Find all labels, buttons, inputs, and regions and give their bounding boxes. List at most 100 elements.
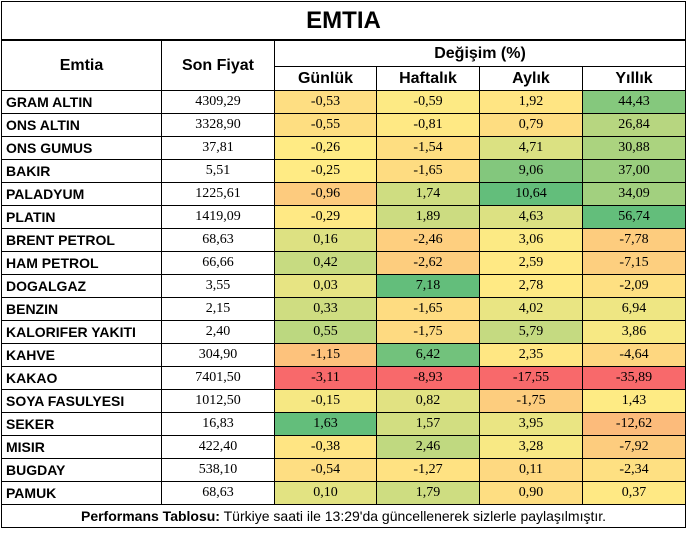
- monthly-change-cell: 0,11: [479, 458, 583, 482]
- last-price-cell: 5,51: [161, 159, 275, 183]
- footer-label: Performans Tablosu:: [80, 508, 220, 524]
- commodity-name: PLATIN: [1, 205, 162, 229]
- monthly-change-cell: 2,78: [479, 274, 583, 298]
- yearly-change-cell: -4,64: [581, 343, 687, 367]
- weekly-change-cell: 2,46: [376, 435, 480, 459]
- yearly-change-cell: -7,15: [581, 251, 687, 275]
- commodity-name: KAKAO: [1, 366, 162, 390]
- weekly-change-cell: 7,18: [376, 274, 480, 298]
- table-row: BUGDAY 538,10 -0,54 -1,27 0,11 -2,34: [1, 458, 687, 482]
- last-price-cell: 7401,50: [161, 366, 275, 390]
- table-row: GRAM ALTIN 4309,29 -0,53 -0,59 1,92 44,43: [1, 90, 687, 114]
- table-body: GRAM ALTIN 4309,29 -0,53 -0,59 1,92 44,43 ONS …: [1, 90, 687, 505]
- daily-change-cell: -0,25: [274, 159, 377, 183]
- last-price-cell: 68,63: [161, 481, 275, 505]
- commodity-name: SEKER: [1, 412, 162, 436]
- header-last-price: Son Fiyat: [161, 39, 275, 91]
- daily-change-cell: 0,03: [274, 274, 377, 298]
- weekly-change-cell: -8,93: [376, 366, 480, 390]
- yearly-change-cell: -7,92: [581, 435, 687, 459]
- monthly-change-cell: 3,28: [479, 435, 583, 459]
- table-row: PALADYUM 1225,61 -0,96 1,74 10,64 34,09: [1, 182, 687, 206]
- table-row: ONS ALTIN 3328,90 -0,55 -0,81 0,79 26,84: [1, 113, 687, 137]
- last-price-cell: 1419,09: [161, 205, 275, 229]
- daily-change-cell: 0,33: [274, 297, 377, 321]
- weekly-change-cell: -2,62: [376, 251, 480, 275]
- yearly-change-cell: 3,86: [581, 320, 687, 344]
- table-row: SOYA FASULYESI 1012,50 -0,15 0,82 -1,75 1,43: [1, 389, 687, 413]
- monthly-change-cell: -17,55: [479, 366, 583, 390]
- yearly-change-cell: 56,74: [581, 205, 687, 229]
- yearly-change-cell: -7,78: [581, 228, 687, 252]
- table-row: MISIR 422,40 -0,38 2,46 3,28 -7,92: [1, 435, 687, 459]
- monthly-change-cell: 2,59: [479, 251, 583, 275]
- header-yearly: Yıllık: [581, 66, 687, 91]
- last-price-cell: 538,10: [161, 458, 275, 482]
- table-row: BENZIN 2,15 0,33 -1,65 4,02 6,94: [1, 297, 687, 321]
- daily-change-cell: 0,10: [274, 481, 377, 505]
- last-price-cell: 2,40: [161, 320, 275, 344]
- yearly-change-cell: -2,34: [581, 458, 687, 482]
- last-price-cell: 3,55: [161, 274, 275, 298]
- table-row: SEKER 16,83 1,63 1,57 3,95 -12,62: [1, 412, 687, 436]
- weekly-change-cell: -0,81: [376, 113, 480, 137]
- monthly-change-cell: 9,06: [479, 159, 583, 183]
- yearly-change-cell: 44,43: [581, 90, 687, 114]
- table-row: BAKIR 5,51 -0,25 -1,65 9,06 37,00: [1, 159, 687, 183]
- last-price-cell: 304,90: [161, 343, 275, 367]
- yearly-change-cell: 0,37: [581, 481, 687, 505]
- header-change: Değişim (%): [273, 39, 687, 67]
- header-daily: Günlük: [274, 66, 377, 91]
- yearly-change-cell: -2,09: [581, 274, 687, 298]
- table-row: PAMUK 68,63 0,10 1,79 0,90 0,37: [1, 481, 687, 505]
- weekly-change-cell: -1,65: [376, 159, 480, 183]
- monthly-change-cell: 0,90: [479, 481, 583, 505]
- last-price-cell: 422,40: [161, 435, 275, 459]
- daily-change-cell: -0,15: [274, 389, 377, 413]
- yearly-change-cell: 37,00: [581, 159, 687, 183]
- weekly-change-cell: 6,42: [376, 343, 480, 367]
- weekly-change-cell: -1,75: [376, 320, 480, 344]
- daily-change-cell: -0,26: [274, 136, 377, 160]
- monthly-change-cell: 4,02: [479, 297, 583, 321]
- last-price-cell: 2,15: [161, 297, 275, 321]
- yearly-change-cell: 34,09: [581, 182, 687, 206]
- monthly-change-cell: 1,92: [479, 90, 583, 114]
- commodity-name: ONS GUMUS: [1, 136, 162, 160]
- daily-change-cell: -1,15: [274, 343, 377, 367]
- table-row: BRENT PETROL 68,63 0,16 -2,46 3,06 -7,78: [1, 228, 687, 252]
- last-price-cell: 4309,29: [161, 90, 275, 114]
- last-price-cell: 37,81: [161, 136, 275, 160]
- daily-change-cell: 0,55: [274, 320, 377, 344]
- weekly-change-cell: 1,79: [376, 481, 480, 505]
- daily-change-cell: 0,16: [274, 228, 377, 252]
- table-row: HAM PETROL 66,66 0,42 -2,62 2,59 -7,15: [1, 251, 687, 275]
- weekly-change-cell: 1,74: [376, 182, 480, 206]
- last-price-cell: 68,63: [161, 228, 275, 252]
- daily-change-cell: -0,38: [274, 435, 377, 459]
- daily-change-cell: 1,63: [274, 412, 377, 436]
- last-price-cell: 1012,50: [161, 389, 275, 413]
- table-row: PLATIN 1419,09 -0,29 1,89 4,63 56,74: [1, 205, 687, 229]
- table-row: KAKAO 7401,50 -3,11 -8,93 -17,55 -35,89: [1, 366, 687, 390]
- weekly-change-cell: -1,65: [376, 297, 480, 321]
- monthly-change-cell: -1,75: [479, 389, 583, 413]
- daily-change-cell: -3,11: [274, 366, 377, 390]
- daily-change-cell: 0,42: [274, 251, 377, 275]
- daily-change-cell: -0,55: [274, 113, 377, 137]
- table-footer: Performans Tablosu: Türkiye saati ile 13…: [0, 504, 687, 528]
- weekly-change-cell: -0,59: [376, 90, 480, 114]
- weekly-change-cell: 1,57: [376, 412, 480, 436]
- monthly-change-cell: 10,64: [479, 182, 583, 206]
- table-title: EMTIA: [0, 1, 687, 41]
- daily-change-cell: -0,29: [274, 205, 377, 229]
- monthly-change-cell: 3,06: [479, 228, 583, 252]
- commodity-name: KAHVE: [1, 343, 162, 367]
- commodity-name: BRENT PETROL: [1, 228, 162, 252]
- monthly-change-cell: 2,35: [479, 343, 583, 367]
- commodity-name: PALADYUM: [1, 182, 162, 206]
- commodity-name: SOYA FASULYESI: [1, 389, 162, 413]
- daily-change-cell: -0,53: [274, 90, 377, 114]
- commodity-name: KALORIFER YAKITI: [1, 320, 162, 344]
